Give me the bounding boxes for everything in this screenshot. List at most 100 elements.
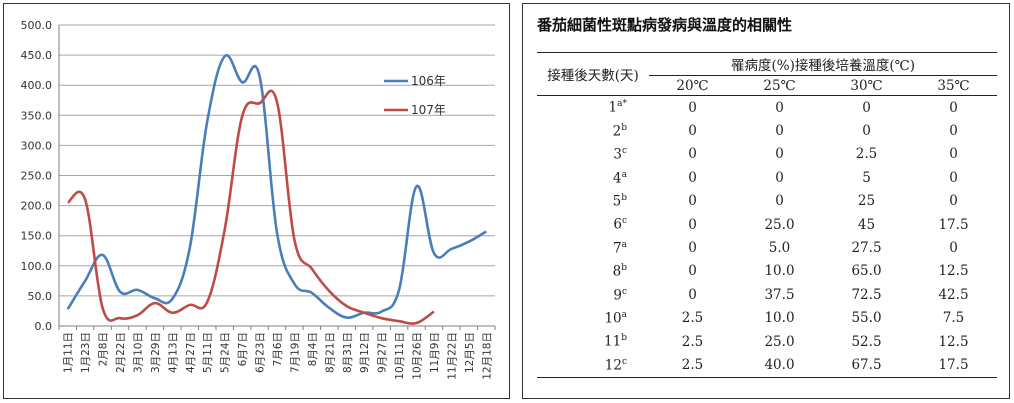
day-cell: 10a (537, 307, 649, 330)
day-superscript: a (621, 309, 627, 320)
value-cell: 27.5 (851, 240, 882, 257)
value-cell: 5 (862, 169, 871, 186)
x-tick-label: 1月23日 (80, 332, 92, 373)
x-tick-label: 7月19日 (289, 332, 301, 373)
value-cell: 2.5 (681, 310, 704, 327)
value-cell: 0 (688, 99, 697, 116)
value-cell: 0 (775, 169, 784, 186)
table-row: 5b 0 0 25 0 (537, 190, 997, 213)
legend-label: 107年 (411, 103, 446, 117)
value-cell: 0 (688, 263, 697, 280)
table-row: 11b 2.5 25.0 52.5 12.5 (537, 330, 997, 353)
day-superscript: c (621, 286, 627, 297)
line-chart-panel: 0.0 50.0 100.0 150.0 200.0 250.0 300.0 350.0 400… (3, 3, 510, 399)
x-tick-label: 7月6日 (272, 332, 284, 366)
value-cell: 7.5 (942, 310, 965, 327)
x-tick-label: 11月9日 (429, 332, 441, 373)
x-tick-label: 12月5日 (464, 332, 476, 373)
line-chart: 0.0 50.0 100.0 150.0 200.0 250.0 300.0 350.0 400… (21, 19, 496, 380)
x-tick-label: 5月24日 (220, 332, 232, 373)
day-value: 8 (612, 263, 622, 280)
day-superscript: b (621, 263, 627, 274)
value-cell: 52.5 (851, 333, 882, 350)
table-title: 番茄細菌性斑點病發病與溫度的相關性 (537, 16, 793, 34)
value-cell: 12.5 (938, 263, 969, 280)
series-line (66, 53, 487, 319)
y-tick-label: 100.0 (21, 260, 53, 273)
day-superscript: a (621, 239, 627, 250)
value-cell: 0 (949, 193, 958, 210)
y-tick-label: 200.0 (21, 200, 53, 213)
day-superscript: b (621, 193, 627, 203)
value-cell: 0 (688, 146, 697, 163)
day-superscript: a* (617, 99, 627, 110)
x-tick-label: 4月13日 (167, 332, 179, 373)
day-value: 11 (604, 333, 622, 350)
value-cell: 5.0 (768, 240, 791, 257)
x-tick-label: 6月23日 (255, 332, 267, 373)
value-cell: 55.0 (851, 310, 882, 327)
day-superscript: b (621, 333, 627, 344)
value-cell: 0 (949, 240, 958, 257)
value-cell: 0 (688, 169, 697, 186)
day-cell: 11b (537, 330, 649, 353)
y-tick-label: 350.0 (21, 109, 53, 122)
value-cell: 65.0 (851, 263, 882, 280)
day-superscript: c (621, 356, 627, 367)
table-row: 4a 0 0 5 0 (537, 166, 997, 189)
value-cell: 0 (949, 123, 958, 140)
value-cell: 72.5 (851, 286, 882, 303)
value-cell: 0 (862, 99, 871, 116)
day-value: 5 (612, 193, 622, 210)
temp-header: 25℃ (763, 77, 796, 94)
x-tick-label: 8月31日 (342, 332, 354, 373)
table-row: 1a* 0 0 0 0 (537, 96, 997, 120)
table-row: 12c 2.5 40.0 67.5 17.5 (537, 353, 997, 378)
value-cell: 0 (775, 99, 784, 116)
day-value: 9 (613, 287, 622, 304)
value-cell: 42.5 (938, 286, 969, 303)
x-tick-label: 2月8日 (98, 332, 110, 366)
x-tick-label: 11月22日 (446, 332, 458, 380)
day-cell: 1a* (537, 96, 649, 120)
value-cell: 0 (688, 193, 697, 210)
x-tick-label: 8月4日 (307, 332, 319, 366)
day-value: 4 (613, 170, 622, 187)
x-tick-label: 9月12日 (359, 332, 371, 373)
legend-label: 106年 (411, 74, 446, 88)
day-value: 2 (612, 123, 622, 140)
x-tick-label: 3月29日 (150, 332, 162, 373)
y-tick-label: 300.0 (21, 139, 53, 152)
series-line (66, 89, 435, 325)
value-cell: 0 (949, 169, 958, 186)
x-tick-label: 3月10日 (132, 332, 144, 373)
day-cell: 9c (537, 283, 649, 306)
value-cell: 25.0 (764, 216, 795, 233)
value-cell: 0 (775, 123, 784, 140)
table-row: 8b 0 10.0 65.0 12.5 (537, 260, 997, 283)
day-superscript: a (621, 169, 627, 180)
value-cell: 0 (862, 123, 871, 140)
table-row: 2b 0 0 0 0 (537, 119, 997, 142)
temp-header: 35℃ (937, 77, 970, 94)
day-cell: 7a (537, 236, 649, 259)
table-row: 7a 0 5.0 27.5 0 (537, 236, 997, 259)
value-cell: 37.5 (764, 286, 795, 303)
value-cell: 2.5 (855, 146, 878, 163)
y-tick-label: 500.0 (21, 19, 53, 32)
day-value: 12 (604, 357, 622, 374)
x-tick-label: 8月21日 (324, 332, 336, 373)
table-row: 10a 2.5 10.0 55.0 7.5 (537, 307, 997, 330)
value-cell: 67.5 (851, 356, 882, 373)
value-cell: 10.0 (764, 310, 795, 327)
day-cell: 6c (537, 213, 649, 236)
value-cell: 25.0 (764, 333, 795, 350)
table-panel: 番茄細菌性斑點病發病與溫度的相關性 接種後天數(天) 罹病度(%)接種後培養溫度… (522, 3, 1010, 399)
table-row: 9c 0 37.5 72.5 42.5 (537, 283, 997, 306)
table-row: 3c 0 0 2.5 0 (537, 143, 997, 166)
value-cell: 25 (857, 193, 876, 210)
day-value: 3 (613, 146, 622, 163)
y-tick-label: 400.0 (21, 79, 53, 92)
value-cell: 0 (688, 123, 697, 140)
day-cell: 8b (537, 260, 649, 283)
